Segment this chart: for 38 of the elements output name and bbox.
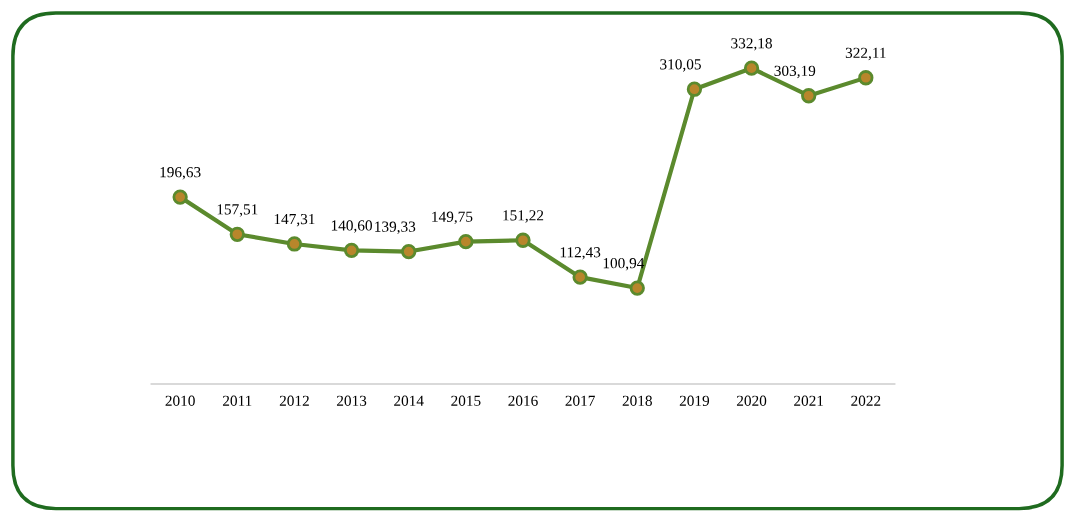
data-label: 139,33 (375, 221, 416, 234)
x-tick-label: 2020 (736, 395, 767, 406)
point (458, 234, 474, 250)
point (629, 280, 645, 296)
point (401, 243, 417, 260)
point (515, 232, 531, 248)
data-label: 140,60 (331, 220, 372, 233)
x-tick-label: 2019 (679, 395, 710, 406)
x-tick-label: 2016 (508, 395, 538, 406)
x-tick-label: 2022 (851, 395, 881, 406)
data-label: 157,51 (217, 204, 258, 217)
point (743, 60, 760, 76)
x-tick-label: 2021 (794, 395, 824, 406)
x-tick-label: 2012 (279, 395, 309, 406)
data-label: 149,75 (432, 211, 473, 225)
point (172, 189, 188, 205)
data-label: 196,63 (160, 167, 201, 180)
point (858, 70, 874, 86)
data-label: 332,18 (731, 38, 772, 51)
data-label: 322,11 (845, 47, 886, 61)
point (686, 81, 703, 97)
data-label: 310,05 (660, 59, 701, 72)
data-label: 112,43 (560, 247, 601, 260)
x-tick-label: 2014 (394, 395, 424, 406)
x-tick-label: 2017 (565, 395, 595, 406)
point (572, 269, 588, 285)
point (801, 88, 817, 104)
data-label: 303,19 (774, 65, 816, 79)
point (343, 242, 360, 258)
x-tick-label: 2010 (165, 395, 195, 406)
point (229, 226, 245, 242)
data-label: 147,31 (274, 213, 315, 227)
data-label: 151,22 (503, 210, 544, 223)
point (286, 236, 303, 252)
x-tick-label: 2018 (622, 395, 652, 406)
x-tick-label: 2015 (451, 395, 481, 406)
x-tick-label: 2013 (336, 395, 367, 406)
x-tick-label: 2011 (222, 395, 252, 406)
